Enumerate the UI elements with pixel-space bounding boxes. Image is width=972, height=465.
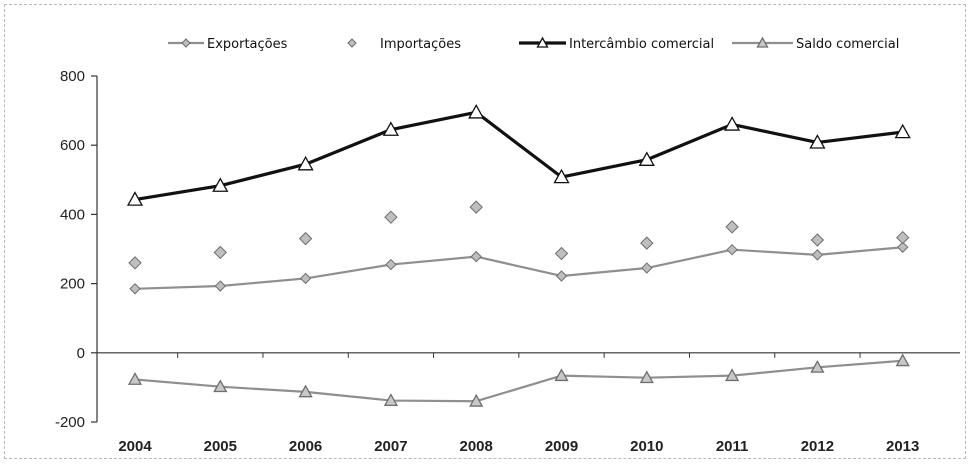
series-3-point [297, 155, 314, 171]
series-3-point [894, 123, 911, 139]
chart-legend: Exportações Importações Intercâmbio comerc… [168, 36, 899, 52]
series-3-point [638, 151, 655, 166]
series-2-point [810, 233, 825, 247]
series-1 [129, 241, 909, 295]
series-1-point [555, 270, 568, 282]
legend-marker [536, 36, 549, 48]
x-tick-label: 2008 [460, 438, 493, 455]
x-tick-label: 2012 [801, 438, 834, 455]
series-2-point [895, 230, 910, 245]
series-1-point [129, 283, 141, 295]
series-2 [128, 200, 910, 270]
x-tick-label: 2006 [289, 438, 322, 455]
series-1-point [726, 243, 738, 256]
x-tick-label: 2005 [204, 438, 237, 455]
y-tick-label: -200 [55, 414, 85, 431]
series-3-point [809, 134, 826, 149]
y-tick-label: 200 [60, 276, 85, 293]
series-3-point [126, 191, 144, 206]
series-1-point [896, 241, 909, 253]
series-2-point [469, 200, 483, 214]
series-1-point [299, 272, 312, 285]
legend-marker [181, 38, 191, 48]
series-4-point [469, 393, 484, 407]
series-4-point [298, 384, 313, 398]
chart-frame [4, 4, 966, 459]
series-2-point [725, 220, 739, 234]
series-4-point [810, 359, 825, 373]
legend-item: Saldo comercial [732, 36, 899, 52]
legend-label: Saldo comercial [796, 37, 899, 52]
series-2-point [384, 210, 398, 224]
series-4-point [127, 372, 143, 385]
series-2-point [128, 256, 142, 270]
series-1-point [641, 262, 653, 274]
legend-label: Exportações [207, 37, 288, 52]
series-3-line [134, 110, 903, 202]
y-tick-label: 600 [60, 137, 85, 154]
series-1-point [470, 250, 482, 263]
chart-series [126, 103, 911, 407]
series-3 [126, 103, 911, 206]
series-3-point [553, 168, 570, 184]
y-tick-label: 400 [60, 206, 85, 223]
series-3-point [468, 103, 485, 119]
series-3-point [723, 116, 741, 131]
legend-item: Intercâmbio comercial [519, 36, 714, 52]
series-4-point [383, 393, 399, 406]
series-3-point [382, 121, 400, 136]
x-tick-label: 2007 [374, 438, 407, 455]
series-3-point [212, 177, 229, 192]
legend-label: Intercâmbio comercial [569, 37, 714, 52]
series-2-point [298, 231, 313, 246]
series-4-line [134, 359, 903, 403]
series-2-point [640, 236, 654, 250]
x-tick-label: 2010 [630, 438, 663, 455]
y-tick-label: 800 [60, 68, 85, 85]
series-4-point [895, 353, 910, 367]
series-4-point [554, 368, 569, 382]
legend-item: Exportações [168, 37, 288, 52]
chart-axes: 800 600 400 200 0 -200 2004 2005 2006 2007 2008 200… [55, 68, 960, 455]
legend-label: Importações [380, 37, 461, 52]
series-1-point [811, 249, 824, 261]
x-tick-label: 2009 [545, 438, 578, 455]
x-tick-label: 2011 [716, 438, 749, 455]
series-2-point [213, 245, 228, 260]
legend-marker [756, 36, 769, 48]
x-tick-label: 2013 [886, 438, 919, 455]
y-tick-label: 0 [77, 345, 85, 362]
series-4-point [639, 370, 654, 384]
x-tick-label: 2004 [118, 438, 152, 455]
legend-item: Importações [347, 37, 461, 52]
series-4 [127, 353, 910, 407]
series-2-point [554, 246, 569, 261]
series-1-point [214, 280, 227, 292]
series-4-point [213, 379, 228, 393]
series-1-point [385, 258, 397, 271]
series-4-point [724, 368, 740, 382]
series-1-line [134, 246, 903, 290]
legend-marker [347, 38, 357, 48]
